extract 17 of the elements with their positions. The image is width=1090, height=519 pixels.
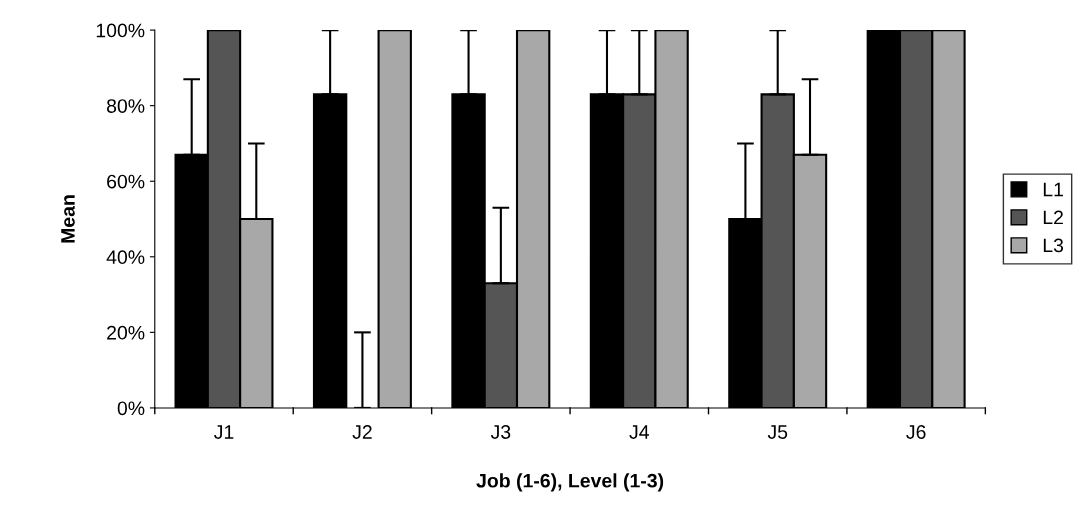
legend-label: L3: [1043, 238, 1064, 253]
legend-label: L1: [1043, 182, 1063, 197]
x-tick-label: J1: [214, 425, 234, 439]
y-tick-label: 20%: [107, 325, 145, 340]
x-tick-label: J2: [352, 425, 372, 439]
legend-label: L2: [1043, 210, 1063, 225]
x-tick-label: J6: [906, 425, 926, 439]
y-tick-label: 60%: [107, 174, 145, 189]
x-tick-label: J5: [767, 425, 788, 439]
x-tick-label: J4: [629, 425, 649, 439]
y-tick-label: 80%: [106, 99, 145, 113]
y-axis-title: Mean: [61, 195, 75, 243]
x-tick-label: J3: [490, 425, 511, 439]
y-tick-label: 0%: [117, 401, 145, 416]
y-tick-label: 40%: [106, 250, 145, 265]
y-tick-label: 100%: [96, 23, 145, 38]
x-axis-title: Job (1-6), Level (1-3): [476, 473, 664, 492]
